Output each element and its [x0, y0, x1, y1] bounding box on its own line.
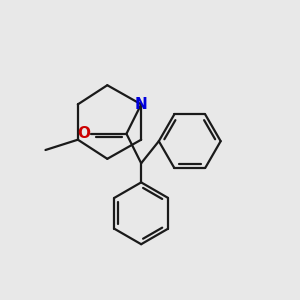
Text: N: N — [135, 97, 148, 112]
Text: O: O — [77, 126, 90, 141]
